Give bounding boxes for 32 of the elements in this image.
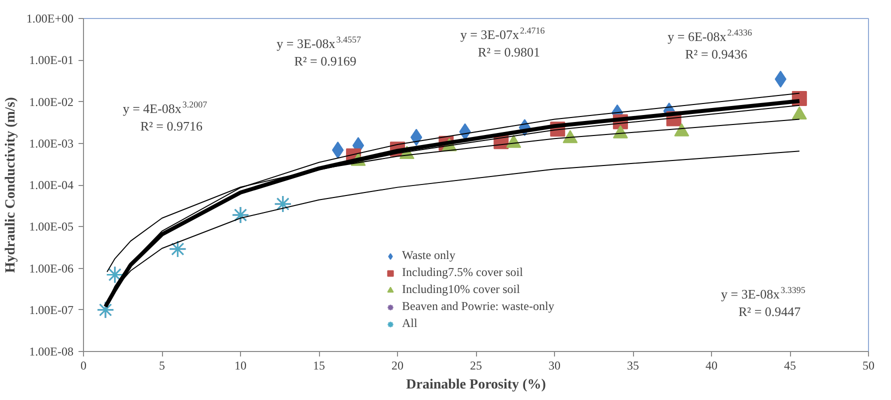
annotation: R² = 0.9801	[478, 44, 540, 60]
y-tick-label: 1.00E-04	[29, 178, 74, 192]
legend-label: Waste only	[402, 248, 456, 263]
x-axis-title: Drainable Porosity (%)	[406, 378, 546, 392]
legend-label: Beaven and Powrie: waste-only	[402, 299, 554, 314]
y-tick-label: 1.00E-02	[29, 94, 74, 109]
x-tick-label: 30	[548, 358, 560, 372]
x-tick-label: 5	[159, 358, 165, 372]
annotation: R² = 0.9436	[685, 46, 748, 62]
y-tick-label: 1.00E-08	[29, 344, 74, 358]
x-tick-label: 45	[784, 358, 796, 372]
legend-label: Including7.5% cover soil	[402, 265, 523, 280]
x-tick-label: 25	[470, 358, 482, 372]
annotation: R² = 0.9716	[140, 118, 203, 134]
legend-label: All	[402, 316, 418, 331]
x-tick-label: 50	[862, 358, 874, 372]
x-tick-label: 10	[234, 358, 246, 372]
y-tick-label: 1.00E-01	[29, 53, 74, 68]
y-axis-title: Hydraulic Conductivity (m/s)	[3, 96, 18, 273]
annotation: R² = 0.9169	[294, 53, 356, 68]
legend-label: Including10% cover soil	[402, 282, 520, 297]
annotation: R² = 0.9447	[738, 304, 802, 320]
x-tick-label: 40	[706, 358, 718, 372]
y-tick-label: 1.00E+00	[26, 12, 74, 26]
x-tick-label: 0	[80, 358, 86, 372]
y-tick-label: 1.00E-06	[29, 261, 74, 276]
x-tick-label: 20	[392, 358, 404, 372]
x-tick-label: 35	[627, 358, 639, 372]
y-tick-label: 1.00E-05	[29, 220, 74, 234]
x-tick-label: 15	[313, 358, 325, 372]
y-tick-label: 1.00E-07	[29, 302, 74, 317]
y-tick-label: 1.00E-03	[29, 136, 74, 150]
